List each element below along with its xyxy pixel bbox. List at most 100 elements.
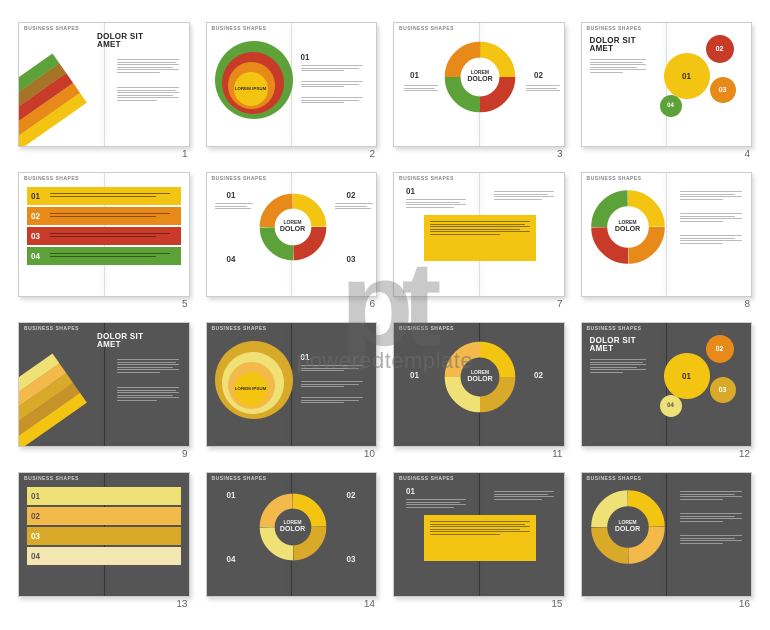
slide-number-11: 11	[393, 447, 565, 460]
body-text	[117, 87, 179, 103]
cell-12: BUSINESS SHAPES DOLOR SITAMET 01 02 03 0…	[581, 322, 753, 460]
row-03: 03	[27, 527, 181, 545]
ring-center: LOREMDOLOR	[462, 359, 498, 395]
body-text	[680, 491, 742, 501]
header-label: BUSINESS SHAPES	[212, 476, 267, 482]
header-label: BUSINESS SHAPES	[24, 26, 79, 32]
slide-number-5: 5	[18, 297, 190, 310]
body-text	[406, 499, 466, 509]
slide-number-13: 13	[18, 597, 190, 610]
cell-7: BUSINESS SHAPES 01 7	[393, 172, 565, 310]
slide-16: BUSINESS SHAPES LOREMDOLOR	[581, 472, 753, 597]
body-text	[590, 59, 646, 75]
bubble-02: 02	[706, 35, 734, 63]
body-text	[680, 235, 742, 245]
slide-1-title: DOLOR SITAMET	[97, 33, 143, 50]
header-label: BUSINESS SHAPES	[212, 176, 267, 182]
slide-1: BUSINESS SHAPES DOLOR SITAMET 05 04 03 0…	[18, 22, 190, 147]
header-label: BUSINESS SHAPES	[24, 326, 79, 332]
slide-12-title: DOLOR SITAMET	[590, 337, 636, 354]
cell-11: BUSINESS SHAPES LOREMDOLOR 01 02 11	[393, 322, 565, 460]
row-02: 02	[27, 507, 181, 525]
slide-4: BUSINESS SHAPES DOLOR SITAMET 01 02 03 0…	[581, 22, 753, 147]
body-text	[301, 397, 363, 405]
label-01: 01	[410, 371, 419, 380]
slide-6: BUSINESS SHAPES LOREMDOLOR 01 02 03 04	[206, 172, 378, 297]
body-text	[301, 365, 363, 373]
slide-12: BUSINESS SHAPES DOLOR SITAMET 01 02 03 0…	[581, 322, 753, 447]
body-text	[494, 491, 554, 501]
ring-center: LOREMDOLOR	[610, 209, 646, 245]
row-01: 01	[27, 187, 181, 205]
slide-9-bars	[18, 353, 87, 447]
ring-center: LOREMDOLOR	[276, 210, 310, 244]
slide-9: BUSINESS SHAPES DOLOR SITAMET	[18, 322, 190, 447]
cell-16: BUSINESS SHAPES LOREMDOLOR 16	[581, 472, 753, 610]
body-text	[117, 387, 179, 403]
slide-15: BUSINESS SHAPES 01	[393, 472, 565, 597]
cell-10: BUSINESS SHAPES LOREM IPSUM 01 10	[206, 322, 378, 460]
label-02: 02	[534, 371, 543, 380]
cell-2: BUSINESS SHAPES LOREM IPSUM 01 2	[206, 22, 378, 160]
row-04: 04	[27, 247, 181, 265]
header-label: BUSINESS SHAPES	[399, 26, 454, 32]
header-label: BUSINESS SHAPES	[587, 26, 642, 32]
body-text	[680, 191, 742, 201]
header-label: BUSINESS SHAPES	[212, 326, 267, 332]
cell-4: BUSINESS SHAPES DOLOR SITAMET 01 02 03 0…	[581, 22, 753, 160]
bubble-03: 03	[710, 377, 736, 403]
label-03: 03	[347, 255, 356, 264]
body-text	[301, 65, 363, 73]
body-text	[404, 85, 438, 93]
header-label: BUSINESS SHAPES	[587, 476, 642, 482]
cell-6: BUSINESS SHAPES LOREMDOLOR 01 02 03 04 6	[206, 172, 378, 310]
header-label: BUSINESS SHAPES	[399, 326, 454, 332]
label-04: 04	[227, 555, 236, 564]
slide-14: BUSINESS SHAPES LOREMDOLOR 01 02 03 04	[206, 472, 378, 597]
label-01: 01	[410, 71, 419, 80]
label-01: 01	[406, 187, 415, 196]
cell-1: BUSINESS SHAPES DOLOR SITAMET 05 04 03 0…	[18, 22, 190, 160]
body-text	[494, 191, 554, 201]
body-text	[215, 203, 253, 211]
slide-8: BUSINESS SHAPES LOREMDOLOR	[581, 172, 753, 297]
cell-13: BUSINESS SHAPES 01 02 03 04 13	[18, 472, 190, 610]
slide-4-title: DOLOR SITAMET	[590, 37, 636, 54]
body-text	[301, 97, 363, 105]
slide-13: BUSINESS SHAPES 01 02 03 04	[18, 472, 190, 597]
label-02: 02	[347, 191, 356, 200]
row-03: 03	[27, 227, 181, 245]
slide-number-10: 10	[206, 447, 378, 460]
body-text	[335, 203, 373, 211]
body-text	[590, 359, 646, 375]
body-text	[680, 213, 742, 223]
body-text	[117, 59, 179, 75]
cell-14: BUSINESS SHAPES LOREMDOLOR 01 02 03 04 1…	[206, 472, 378, 610]
label-01: 01	[227, 491, 236, 500]
slide-7: BUSINESS SHAPES 01	[393, 172, 565, 297]
cell-8: BUSINESS SHAPES LOREMDOLOR 8	[581, 172, 753, 310]
bubble-01: 01	[664, 53, 710, 99]
body-text	[301, 81, 363, 89]
bubble-04: 04	[660, 95, 682, 117]
header-label: BUSINESS SHAPES	[212, 26, 267, 32]
row-02: 02	[27, 207, 181, 225]
slide-number-7: 7	[393, 297, 565, 310]
body-text	[430, 221, 530, 237]
slide-11: BUSINESS SHAPES LOREMDOLOR 01 02	[393, 322, 565, 447]
slide-10: BUSINESS SHAPES LOREM IPSUM 01	[206, 322, 378, 447]
header-label: BUSINESS SHAPES	[24, 476, 79, 482]
body-text	[117, 359, 179, 375]
cell-5: BUSINESS SHAPES 01 02 03 04 5	[18, 172, 190, 310]
cell-3: BUSINESS SHAPES LOREMDOLOR 01 02 3	[393, 22, 565, 160]
slide-number-9: 9	[18, 447, 190, 460]
slide-number-3: 3	[393, 147, 565, 160]
circle-center: LOREM IPSUM	[234, 72, 268, 106]
bubble-04: 04	[660, 395, 682, 417]
header-label: BUSINESS SHAPES	[587, 326, 642, 332]
slide-number-1: 1	[18, 147, 190, 160]
ring-center: LOREMDOLOR	[610, 509, 646, 545]
label-02: 02	[347, 491, 356, 500]
cell-15: BUSINESS SHAPES 01 15	[393, 472, 565, 610]
slide-number-14: 14	[206, 597, 378, 610]
